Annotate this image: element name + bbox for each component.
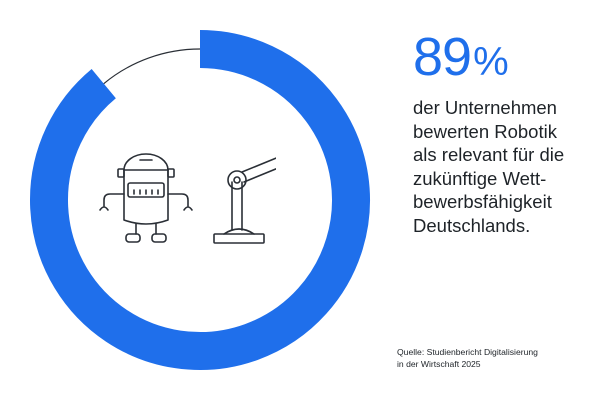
source-line: Quelle: Studienbericht Digitalisierung <box>397 347 538 357</box>
robot-illustration <box>99 153 276 244</box>
stat-unit: % <box>473 40 509 84</box>
donut-segment-primary <box>30 30 370 370</box>
stat-number: 89 <box>413 27 472 87</box>
industrial-robot-arm-icon <box>213 157 276 244</box>
stat-percentage: 89% <box>413 30 509 84</box>
donut-remainder-arc <box>103 48 201 85</box>
source-line: in der Wirtschaft 2025 <box>397 359 481 369</box>
description-line: zukünftige Wett- <box>413 167 547 189</box>
source-note: Quelle: Studienbericht Digitalisierung i… <box>397 346 538 370</box>
description-line: Deutschlands. <box>413 214 531 236</box>
description-line: bewerten Robotik <box>413 120 557 142</box>
description-line: bewerbsfähigkeit <box>413 191 552 212</box>
description-line: der Unternehmen <box>413 97 557 118</box>
stat-description: der Unternehmen bewerten Robotik als rel… <box>413 96 593 237</box>
description-line: als relevant für die <box>413 144 565 165</box>
donut-chart <box>30 30 370 370</box>
humanoid-robot-icon <box>99 153 193 243</box>
